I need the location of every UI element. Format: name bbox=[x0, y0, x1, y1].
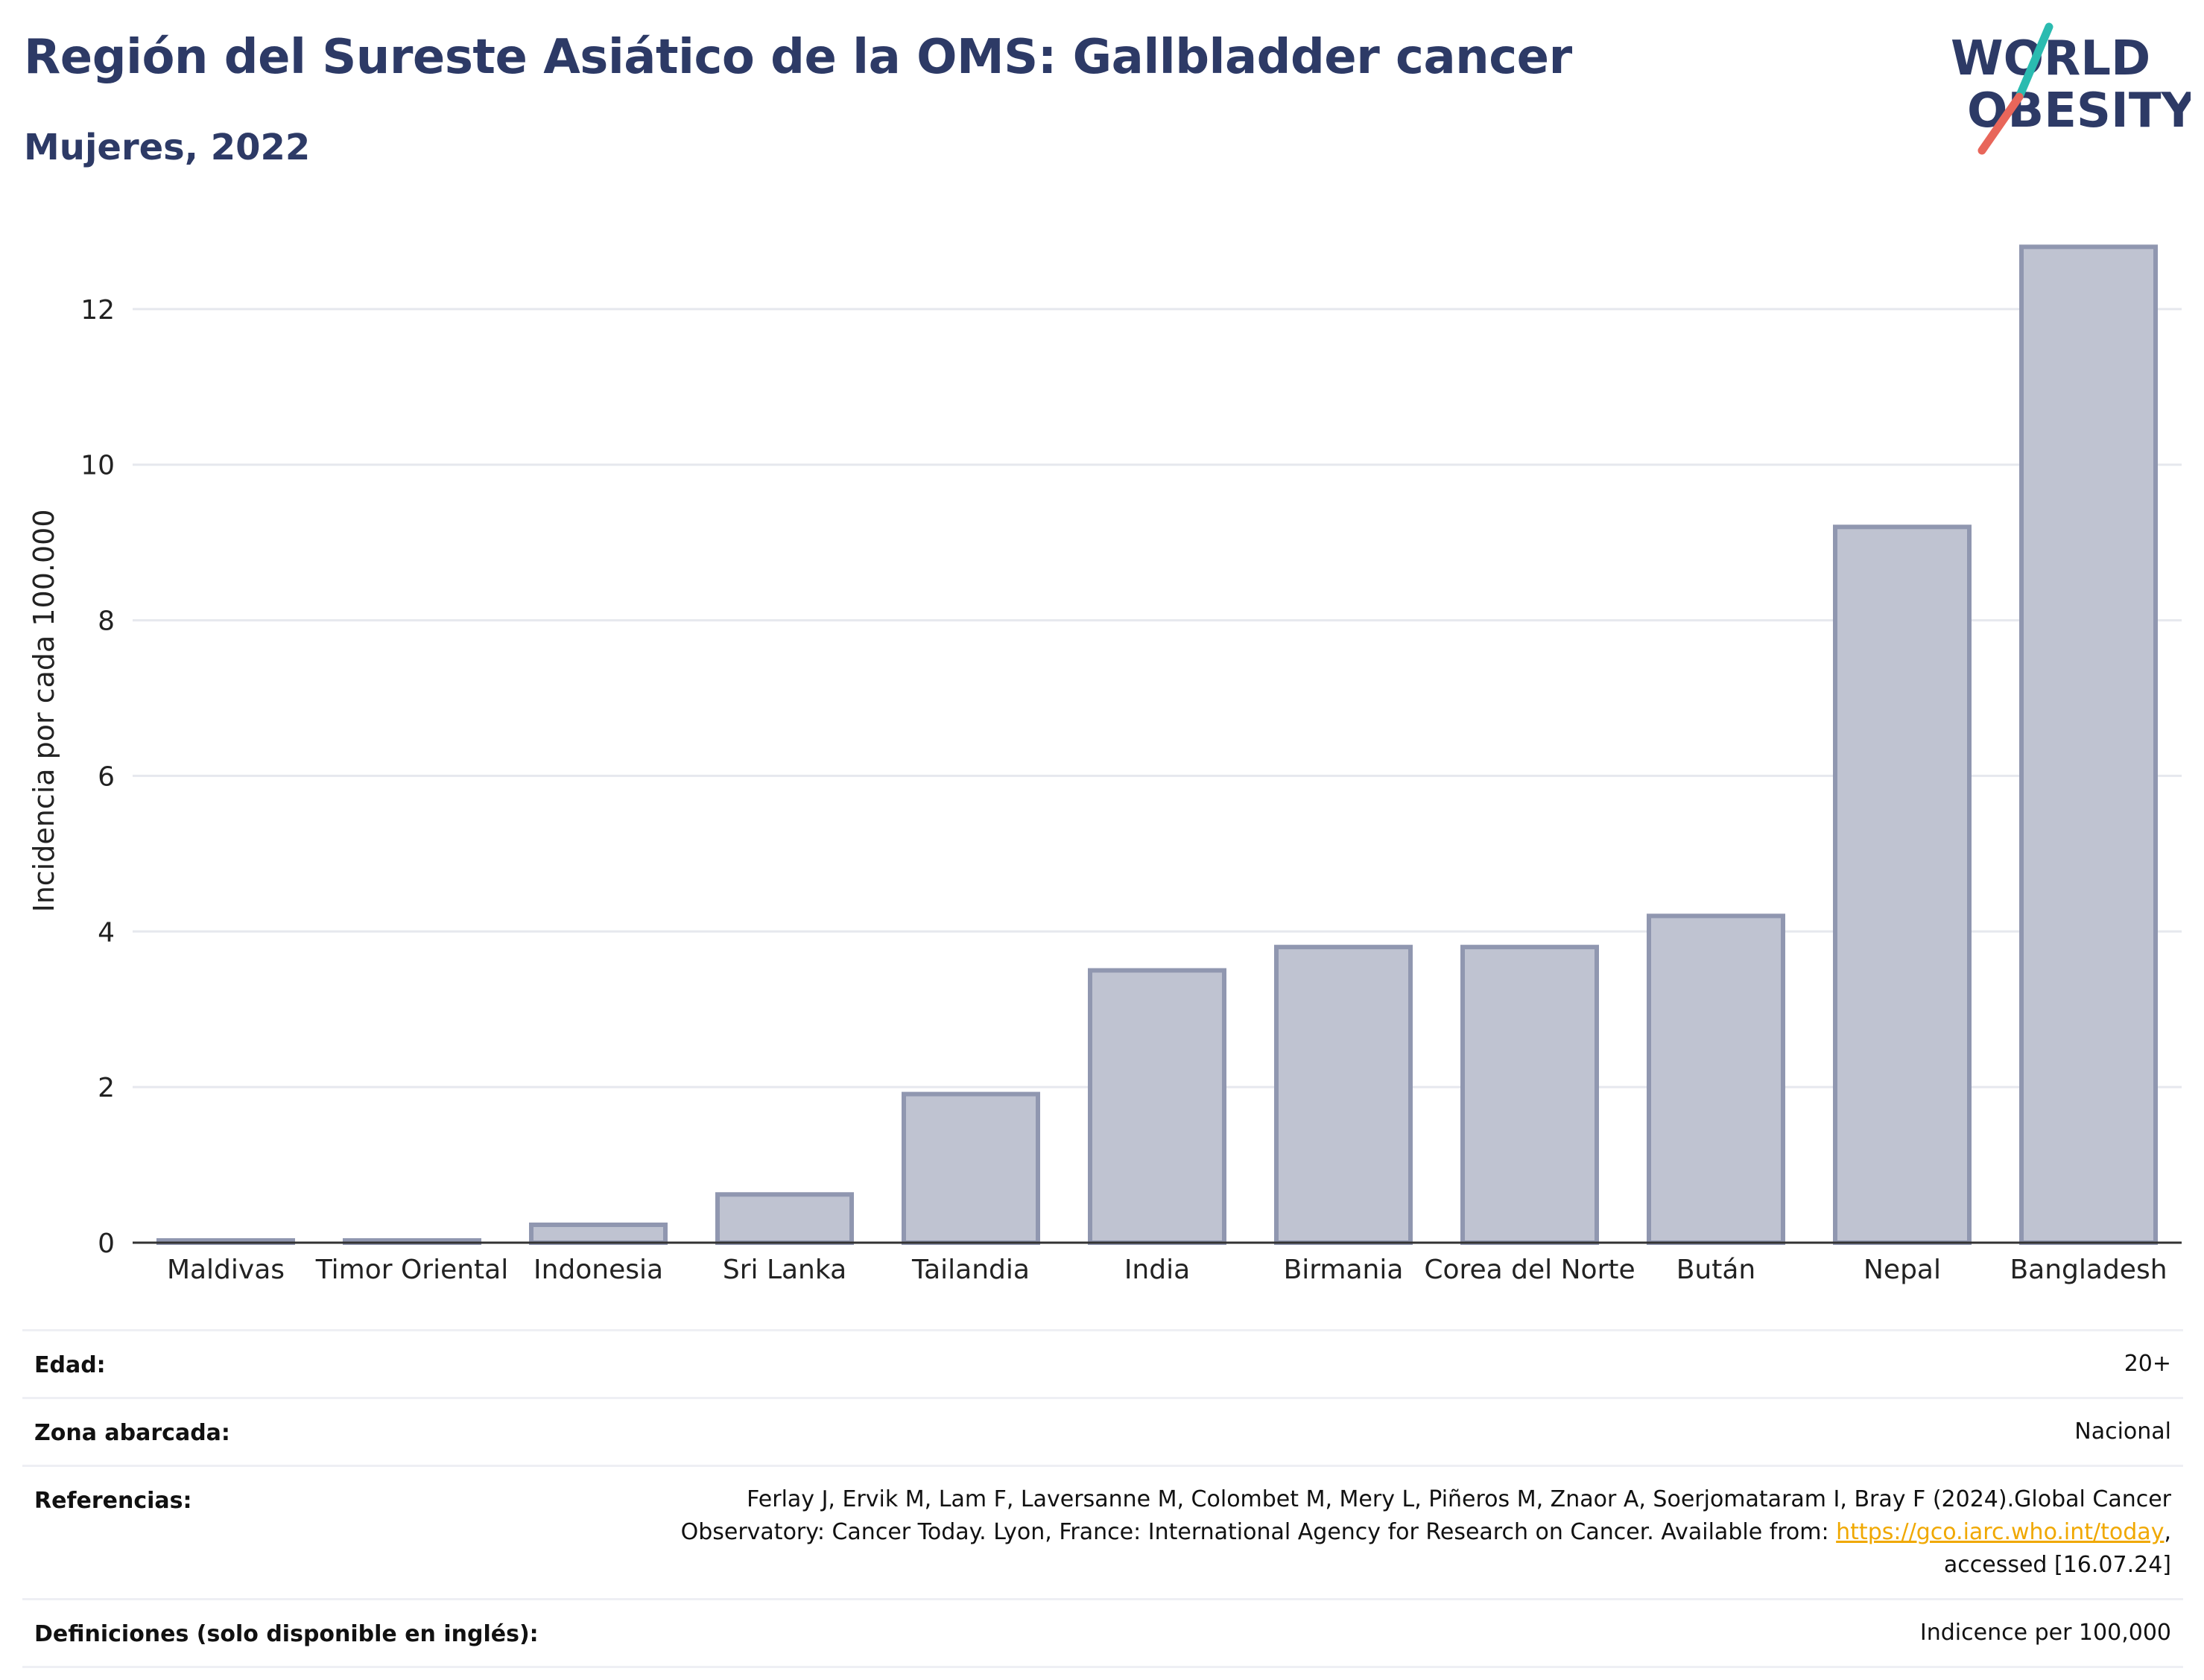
y-tick-label: 8 bbox=[98, 606, 115, 637]
area-label: Zona abarcada: bbox=[34, 1420, 230, 1446]
bar-bangladesh[interactable] bbox=[2019, 244, 2158, 1245]
definitions-label: Definiciones (solo disponible en inglés)… bbox=[34, 1621, 539, 1647]
chart-title: Región del Sureste Asiático de la OMS: G… bbox=[24, 30, 1572, 85]
meta-row-age: Edad: 20+ bbox=[22, 1329, 2183, 1397]
bar-bután[interactable] bbox=[1647, 913, 1785, 1245]
bar-nepal[interactable] bbox=[1833, 524, 1972, 1245]
chart-subtitle: Mujeres, 2022 bbox=[24, 127, 311, 168]
bar-indonesia[interactable] bbox=[529, 1222, 668, 1246]
references-label: Referencias: bbox=[34, 1488, 192, 1514]
x-tick-label: Bután bbox=[1676, 1255, 1756, 1285]
x-tick-label: Indonesia bbox=[533, 1255, 663, 1285]
y-tick-label: 4 bbox=[98, 917, 115, 948]
meta-row-area: Zona abarcada: Nacional bbox=[22, 1397, 2183, 1465]
meta-row-definitions: Definiciones (solo disponible en inglés)… bbox=[22, 1598, 2183, 1668]
bar-sri-lanka[interactable] bbox=[715, 1192, 854, 1246]
bars bbox=[156, 244, 2158, 1246]
logo-text-world: WORLD bbox=[1951, 31, 2150, 86]
bar-tailandia[interactable] bbox=[902, 1091, 1040, 1245]
x-tick-label: Sri Lanka bbox=[723, 1255, 846, 1285]
y-tick-label: 10 bbox=[80, 451, 115, 481]
y-axis-label: Incidencia por cada 100.000 bbox=[28, 509, 60, 912]
x-tick-label: India bbox=[1124, 1255, 1190, 1285]
y-tick-labels: 0 2 4 6 8 10 12 bbox=[80, 295, 115, 1259]
references-link[interactable]: https://gco.iarc.who.int/today bbox=[1836, 1519, 2165, 1545]
bar-birmania[interactable] bbox=[1274, 945, 1413, 1245]
x-tick-label: Timor Oriental bbox=[315, 1255, 509, 1285]
meta-row-references: Referencias: Ferlay J, Ervik M, Lam F, L… bbox=[22, 1465, 2183, 1598]
y-tick-label: 6 bbox=[98, 761, 115, 792]
logo-slash-top bbox=[2015, 22, 2053, 101]
bar-india[interactable] bbox=[1088, 968, 1226, 1245]
x-tick-label: Bangladesh bbox=[2010, 1255, 2167, 1285]
x-tick-label: Maldivas bbox=[167, 1255, 285, 1285]
world-obesity-logo: WORLD OBESITY bbox=[1951, 22, 2191, 155]
y-tick-label: 2 bbox=[98, 1073, 115, 1103]
logo-text-obesity: OBESITY bbox=[1967, 83, 2191, 139]
area-value: Nacional bbox=[2074, 1419, 2171, 1445]
logo-slash-bottom bbox=[1977, 92, 2024, 155]
age-value: 20+ bbox=[2124, 1351, 2171, 1377]
x-tick-label: Nepal bbox=[1863, 1255, 1941, 1285]
x-tick-labels: Maldivas Timor Oriental Indonesia Sri Lanka… bbox=[167, 1255, 2167, 1285]
bar-corea-del-norte[interactable] bbox=[1460, 945, 1599, 1245]
x-tick-label: Birmania bbox=[1284, 1255, 1404, 1285]
x-tick-label: Corea del Norte bbox=[1424, 1255, 1635, 1285]
age-label: Edad: bbox=[34, 1352, 106, 1378]
references-value: Ferlay J, Ervik M, Lam F, Laversanne M, … bbox=[621, 1483, 2171, 1582]
references-text: Ferlay J, Ervik M, Lam F, Laversanne M, … bbox=[680, 1486, 2171, 1545]
bar-chart: 0 2 4 6 8 10 12 Maldivas Timor Oriental Indonesi… bbox=[28, 244, 2182, 1285]
metadata-table: Edad: 20+ Zona abarcada: Nacional Refere… bbox=[22, 1329, 2183, 1668]
y-tick-label: 12 bbox=[80, 295, 115, 326]
x-tick-label: Tailandia bbox=[911, 1255, 1030, 1285]
y-tick-label: 0 bbox=[98, 1229, 115, 1259]
references-accessed: , accessed [16.07.24] bbox=[1943, 1519, 2171, 1578]
definitions-value: Indicence per 100,000 bbox=[1919, 1620, 2171, 1646]
